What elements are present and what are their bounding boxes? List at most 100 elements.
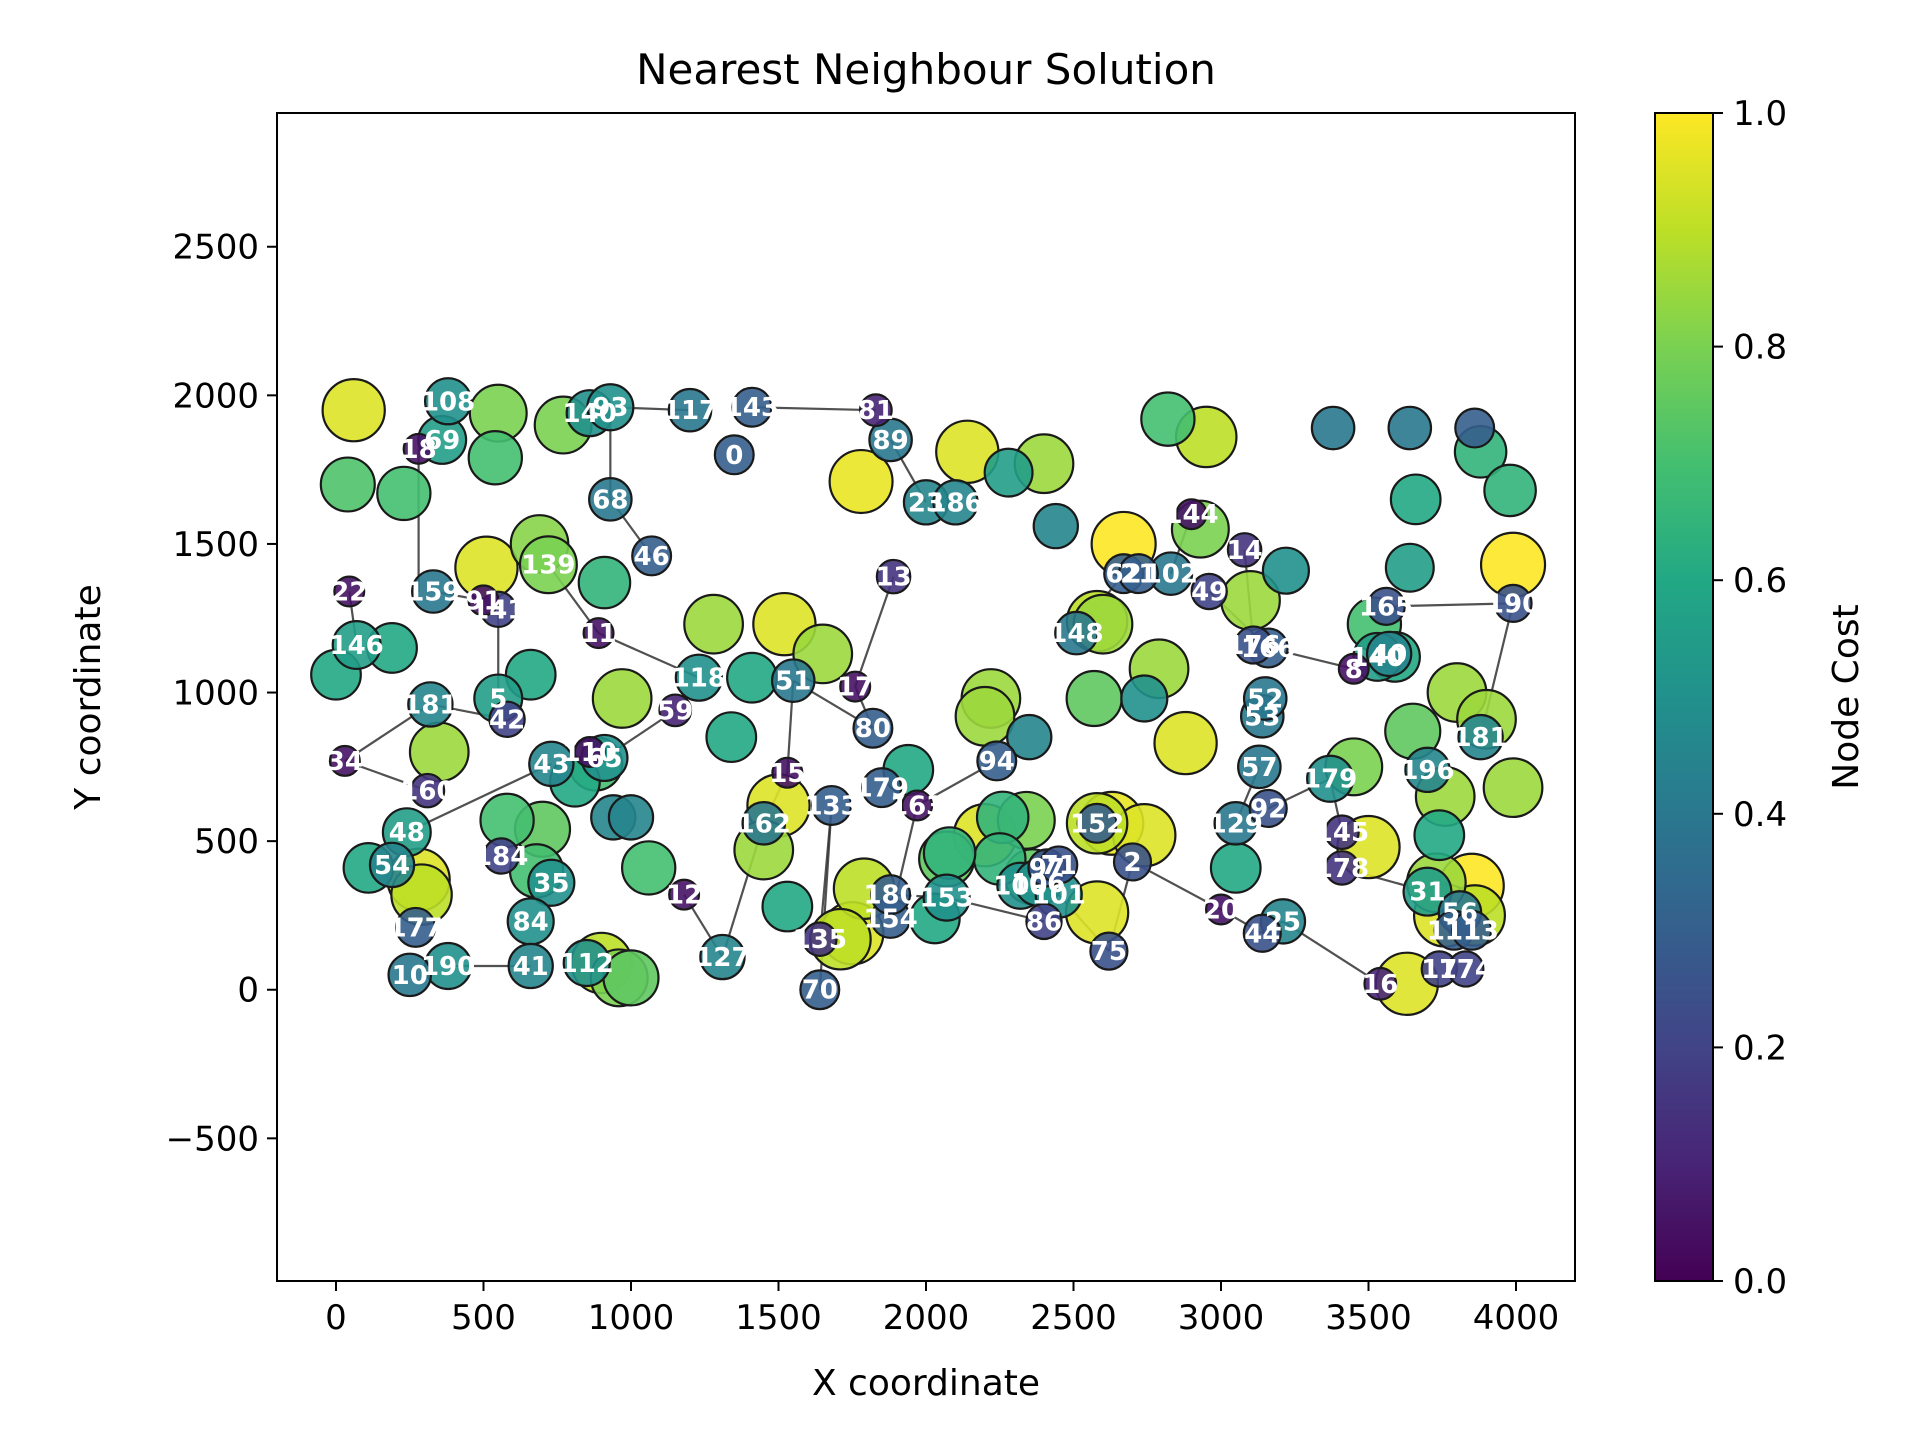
node-label: 62: [1106, 560, 1142, 590]
node-point: [1483, 463, 1537, 518]
node-label: 22: [331, 577, 367, 607]
node-point: [1384, 542, 1435, 593]
colorbar-tick-label: 0.2: [1733, 1028, 1787, 1068]
node-label: 31: [1409, 878, 1445, 908]
node-point: [683, 593, 744, 655]
y-axis-label: Y coordinate: [68, 584, 109, 810]
node-21: [1117, 553, 1159, 595]
node-34: [328, 744, 361, 777]
node-40: [1365, 630, 1413, 678]
node-label: 143: [725, 393, 779, 423]
node-165: [1366, 586, 1406, 626]
node-point: [1482, 757, 1544, 819]
colorbar-tick-label: 0.4: [1733, 795, 1787, 835]
node-89: [868, 417, 913, 463]
colorbar-tick-label: 0.8: [1733, 328, 1787, 368]
node-108: [424, 377, 473, 426]
node-46: [631, 535, 673, 577]
y-tick-label: 500: [194, 822, 259, 862]
node-label: 11: [580, 619, 616, 649]
node-label: 71: [1041, 851, 1077, 881]
node-2: [1112, 842, 1153, 882]
node-label: 51: [775, 667, 811, 697]
node-point: [467, 430, 523, 486]
node-label: 160: [400, 777, 454, 807]
node-point: [321, 378, 386, 443]
node-label: 75: [1091, 937, 1127, 967]
node-51: [770, 658, 816, 703]
node-label: 129: [1209, 809, 1263, 839]
node-label: 93: [592, 393, 628, 423]
node-label: 8: [1345, 655, 1363, 685]
node-52: [1242, 676, 1288, 721]
node-113: [1451, 909, 1493, 951]
node-16: [1363, 966, 1398, 1001]
node-31: [1402, 866, 1453, 917]
node-point: [1153, 710, 1218, 776]
node-178: [1324, 850, 1360, 886]
node-label: 101: [1032, 881, 1086, 911]
node-label: 135: [793, 925, 847, 955]
node-label: 0: [725, 441, 743, 471]
node-15: [771, 756, 804, 789]
node-13: [875, 558, 912, 595]
node-label: 112: [560, 949, 614, 979]
node-118: [674, 653, 723, 702]
node-label: 25: [1265, 907, 1301, 937]
node-label: 113: [1445, 916, 1499, 946]
node-point: [761, 880, 814, 933]
node-point: [1120, 674, 1169, 723]
node-41: [507, 942, 554, 990]
node-label: 111: [1427, 916, 1481, 946]
node-point: [376, 465, 432, 522]
node-43: [528, 740, 575, 788]
node-91: [467, 584, 500, 617]
x-tick-label: 2500: [1030, 1298, 1117, 1338]
node-17: [839, 670, 872, 703]
node-18: [402, 432, 435, 465]
node-160: [409, 772, 446, 809]
node-label: 91: [465, 586, 501, 616]
node-44: [1242, 913, 1282, 953]
node-point: [983, 447, 1034, 498]
node-label: 118: [672, 664, 726, 694]
node-143: [731, 386, 773, 428]
node-146: [331, 619, 382, 670]
node-179: [1306, 754, 1355, 803]
node-point: [1065, 669, 1123, 728]
node-label: 146: [330, 631, 384, 661]
node-label: 21: [1120, 560, 1156, 590]
colorbar-tick-label: 0.0: [1733, 1262, 1787, 1302]
node-label: 68: [592, 485, 628, 515]
x-axis-ticks: 0 500 1000 1500 2000 2500 3000 3500 4000: [325, 1281, 1559, 1338]
node-label: 133: [804, 791, 858, 821]
y-tick-label: 1500: [172, 525, 259, 565]
node-label: 127: [695, 943, 749, 973]
node-label: 181: [403, 690, 457, 720]
colorbar-ticks: 0.0 0.2 0.4 0.6 0.8 1.0: [1713, 94, 1787, 1302]
node-label: 154: [863, 904, 917, 934]
node-159: [411, 569, 456, 614]
node-label: 178: [1315, 854, 1369, 884]
node-label: 159: [406, 577, 460, 607]
node-label: 70: [802, 976, 838, 1006]
y-tick-label: 0: [237, 971, 259, 1011]
node-point: [621, 840, 677, 896]
node-point: [1389, 473, 1442, 526]
node-label: 12: [666, 881, 702, 911]
node-145: [1324, 814, 1360, 851]
node-92: [1248, 788, 1288, 829]
node-label: 5: [489, 684, 507, 714]
node-label: 52: [1247, 684, 1283, 714]
node-label: 54: [374, 851, 410, 881]
x-tick-label: 2000: [883, 1298, 970, 1338]
y-axis-ticks: −500 0 500 1000 1500 2000 2500: [166, 228, 277, 1159]
node-81: [858, 393, 893, 428]
x-tick-label: 3500: [1325, 1298, 1412, 1338]
x-tick-label: 500: [451, 1298, 516, 1338]
node-68: [588, 477, 633, 522]
node-label: 15: [769, 759, 805, 789]
y-tick-label: 1000: [172, 674, 259, 714]
